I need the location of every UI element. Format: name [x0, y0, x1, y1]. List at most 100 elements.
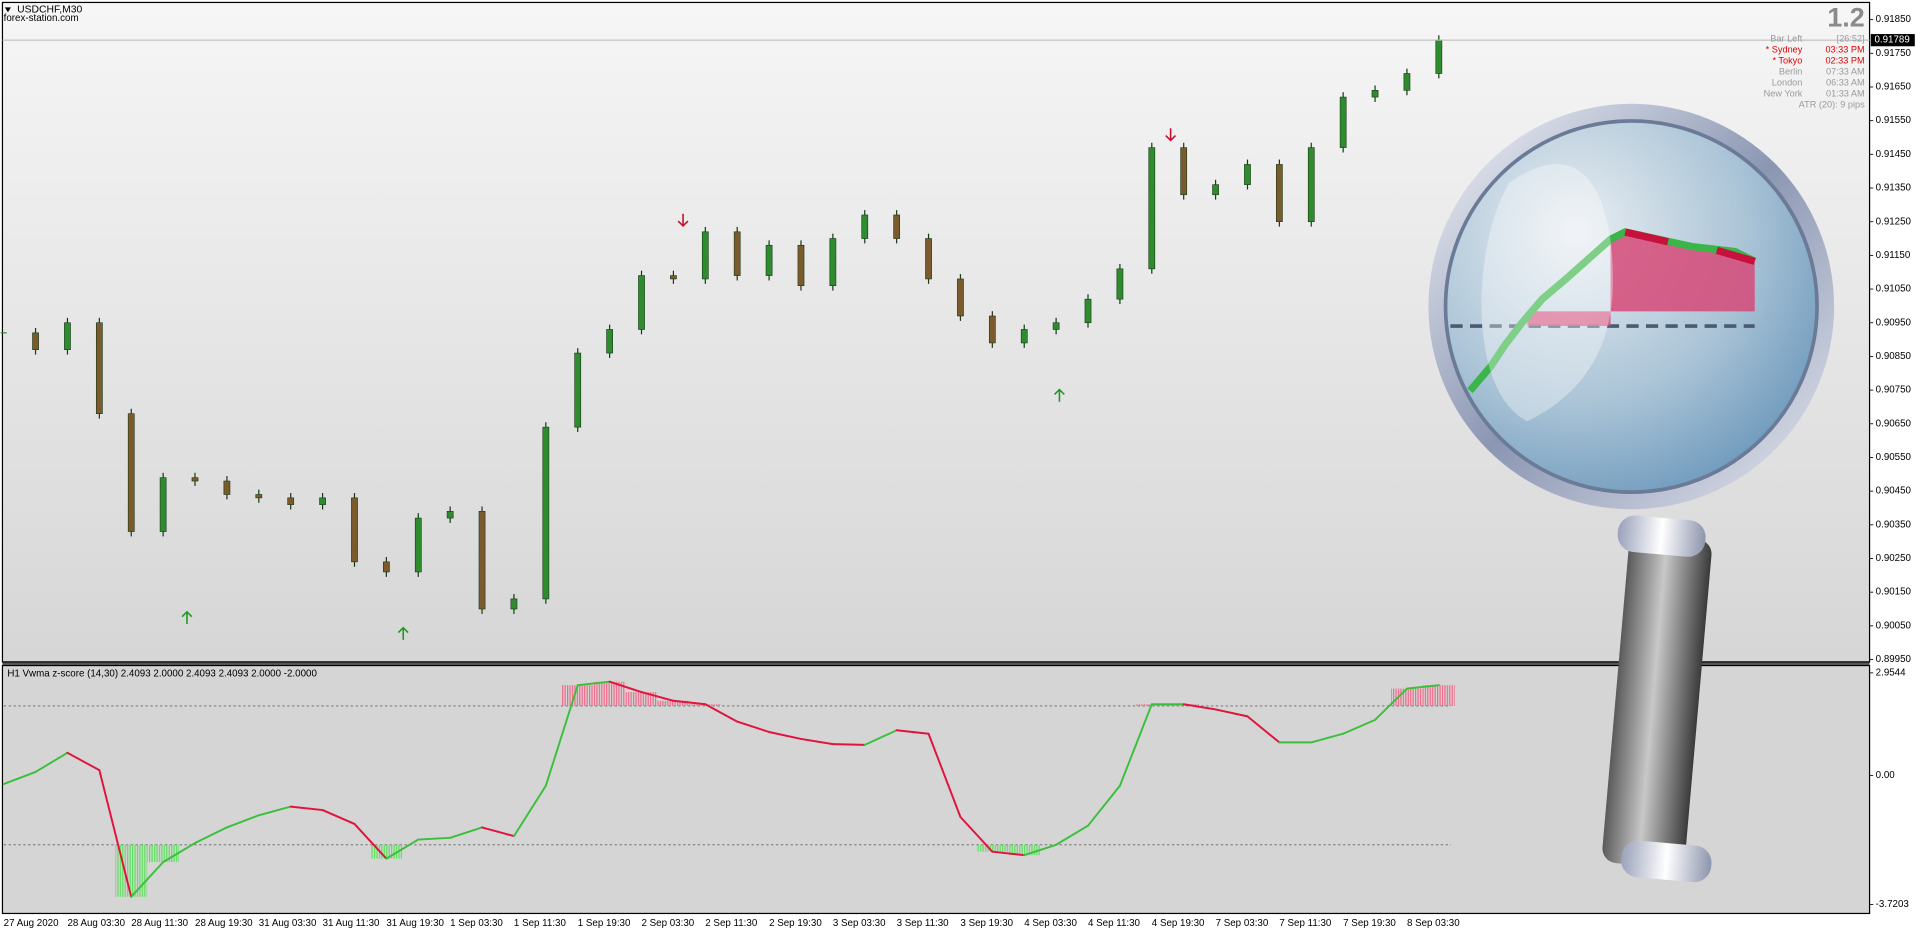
zscore-segment — [1374, 687, 1408, 721]
zscore-segment — [1214, 708, 1249, 718]
current-price-label: 0.91789 — [1874, 35, 1909, 46]
overbought-bar — [1391, 688, 1423, 706]
candle-body — [1148, 147, 1156, 270]
x-tick-label: 28 Aug 11:30 — [131, 918, 188, 929]
candle-body — [255, 494, 263, 499]
x-tick-label: 2 Sep 03:30 — [642, 918, 695, 929]
candle-body — [893, 214, 901, 239]
zscore-segment — [130, 861, 165, 898]
x-tick-label: 7 Sep 11:30 — [1279, 918, 1332, 929]
zscore-segment — [959, 816, 994, 853]
candle-body — [287, 497, 295, 505]
candle-body — [383, 561, 390, 573]
candle-body — [733, 231, 741, 276]
info-value: 07:33 AM — [1826, 66, 1865, 76]
candle-body — [765, 244, 773, 276]
overbought-bar — [657, 700, 690, 706]
candle-body — [1339, 96, 1347, 148]
y-tick-label: 2.9544 — [1876, 667, 1906, 678]
y-tick-label: 0.90050 — [1876, 620, 1912, 631]
oversold-bar — [370, 844, 403, 859]
candle-body — [1307, 147, 1315, 223]
candle-body — [159, 477, 167, 532]
magnified-line — [1467, 228, 1757, 394]
y-tick-label: 0.91150 — [1876, 250, 1911, 261]
info-value: 02:33 PM — [1825, 55, 1864, 65]
zscore-segment — [991, 850, 1026, 857]
candle-body — [32, 332, 39, 350]
magnified-histogram — [1527, 232, 1755, 327]
candle-body — [1403, 73, 1411, 91]
zscore-segment — [512, 784, 547, 838]
zscore-segment — [608, 680, 643, 694]
version: 1.2 — [1827, 3, 1864, 33]
info-label: Berlin — [1779, 66, 1802, 76]
zscore-segment — [1246, 715, 1281, 744]
y-tick-label: 0.91450 — [1876, 149, 1912, 160]
x-tick-label: 28 Aug 03:30 — [67, 918, 125, 929]
info-label: Bar Left — [1770, 34, 1803, 44]
x-tick-label: 1 Sep 19:30 — [578, 918, 631, 929]
buy-arrow — [397, 626, 409, 640]
sell-arrow — [1165, 128, 1177, 142]
candle-body — [638, 275, 645, 330]
zscore-segment — [98, 769, 133, 898]
x-tick-label: 1 Sep 11:30 — [514, 918, 567, 929]
x-tick-label: 28 Aug 19:30 — [195, 918, 253, 929]
info-label: London — [1772, 77, 1803, 87]
overbought-bar — [625, 692, 658, 706]
candle-body — [606, 329, 613, 354]
overbought-bar — [561, 685, 594, 706]
zscore-segment — [1087, 784, 1121, 827]
y-tick-label: 0.91550 — [1876, 115, 1912, 126]
oversold-bar — [976, 844, 1009, 852]
zscore-segment — [927, 732, 962, 818]
zscore-segment — [704, 703, 739, 723]
y-tick-label: 0.91850 — [1876, 14, 1912, 25]
x-tick-label: 31 Aug 03:30 — [259, 918, 317, 929]
indicator-title: H1 Vwma z-score (14,30) 2.4093 2.0000 2.… — [7, 669, 317, 680]
zscore-segment — [481, 826, 515, 838]
x-tick-label: 2 Sep 11:30 — [705, 918, 758, 929]
zscore-segment — [895, 729, 930, 735]
y-tick-label: 0.90450 — [1876, 486, 1912, 497]
candle-body — [1212, 184, 1219, 196]
y-tick-label: 0.90750 — [1876, 385, 1912, 396]
y-tick-label: 0.90650 — [1876, 418, 1912, 429]
zscore-segment — [1023, 843, 1058, 857]
info-label: New York — [1764, 88, 1803, 98]
zscore-segment — [576, 680, 611, 687]
candle-body — [701, 231, 709, 280]
candle-body — [988, 315, 996, 344]
x-tick-label: 8 Sep 03:30 — [1407, 918, 1460, 929]
candle-body — [95, 322, 103, 414]
candle-body — [127, 413, 135, 532]
candle-body — [829, 238, 837, 286]
zscore-segment — [449, 826, 484, 839]
zscore-segment — [1310, 732, 1345, 744]
x-tick-label: 2 Sep 19:30 — [769, 918, 822, 929]
zscore-segment — [321, 809, 356, 825]
info-value: [26:52] — [1837, 34, 1865, 44]
menu-arrow[interactable] — [4, 7, 11, 13]
x-tick-label: 4 Sep 03:30 — [1024, 918, 1077, 929]
zscore-segment — [863, 729, 898, 746]
candle-body — [861, 214, 869, 239]
zscore-segment — [162, 842, 196, 864]
zscore-segment — [544, 684, 579, 787]
x-tick-label: 3 Sep 19:30 — [960, 918, 1013, 929]
zscore-segment — [672, 699, 707, 706]
x-tick-label: 4 Sep 11:30 — [1088, 918, 1141, 929]
candle-body — [957, 278, 964, 317]
candle-body — [1435, 39, 1443, 74]
oversold-bar — [1008, 844, 1041, 856]
candle-body — [1052, 322, 1060, 330]
y-tick-label: 0.91250 — [1876, 216, 1912, 227]
y-tick-label: 0.90350 — [1876, 519, 1912, 530]
candle-body — [925, 238, 932, 280]
x-tick-label: 3 Sep 11:30 — [897, 918, 950, 929]
zscore-segment — [257, 805, 292, 817]
x-tick-label: 7 Sep 19:30 — [1343, 918, 1396, 929]
y-tick-label: 0.90550 — [1876, 452, 1912, 463]
x-tick-label: 3 Sep 03:30 — [833, 918, 886, 929]
